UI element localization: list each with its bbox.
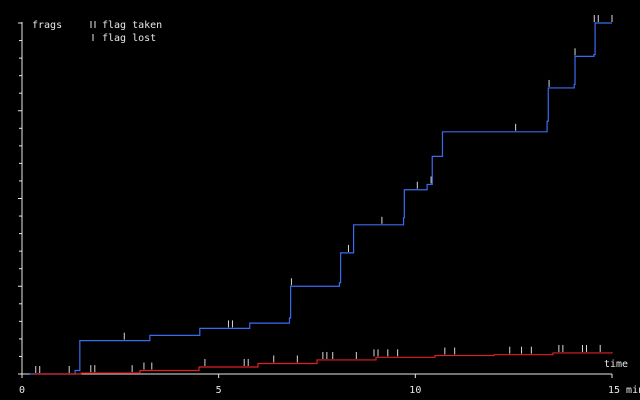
x-axis-label: time: [604, 359, 628, 370]
series-line: [29, 22, 612, 375]
x-tick-label: 5: [216, 385, 222, 396]
series-line: [33, 352, 613, 375]
legend-label: flag lost: [102, 33, 156, 44]
x-tick-label: 0: [19, 385, 25, 396]
x-tick-label: 10: [409, 385, 421, 396]
x-tick-label: 15 min: [608, 385, 640, 396]
y-axis-label: frags: [32, 20, 62, 31]
legend-label: flag taken: [102, 20, 162, 31]
